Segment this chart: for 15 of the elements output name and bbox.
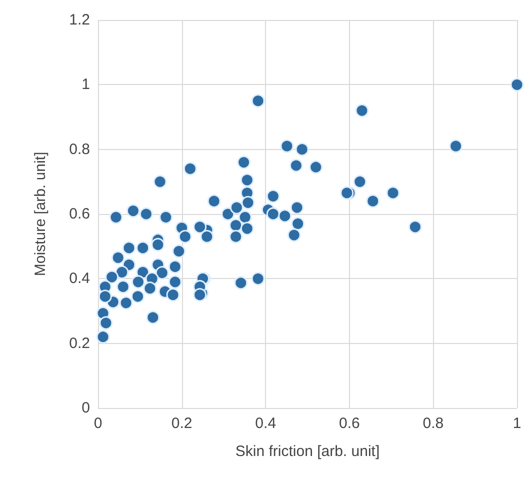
x-tick-label: 0.2 [171,415,192,432]
y-tick-label: 1 [82,76,90,94]
y-tick-label: 0.4 [69,270,90,288]
y-tick-label: 0 [82,400,90,416]
y-tick-label: 1.2 [69,12,90,28]
x-tick-label: 0 [94,415,102,432]
x-tick-label: 0.8 [422,415,444,432]
y-axis-title: Moisture [arb. unit] [32,152,49,276]
x-tick-label: 0.6 [338,415,360,432]
x-tick-label: 1 [512,415,522,432]
x-axis-title: Skin friction [arb. unit] [235,443,380,460]
x-tick-label: 0.4 [255,415,276,432]
y-tick-label: 0.2 [69,334,90,352]
y-tick-label: 0.8 [69,140,90,158]
y-tick-label: 0.6 [69,206,90,222]
